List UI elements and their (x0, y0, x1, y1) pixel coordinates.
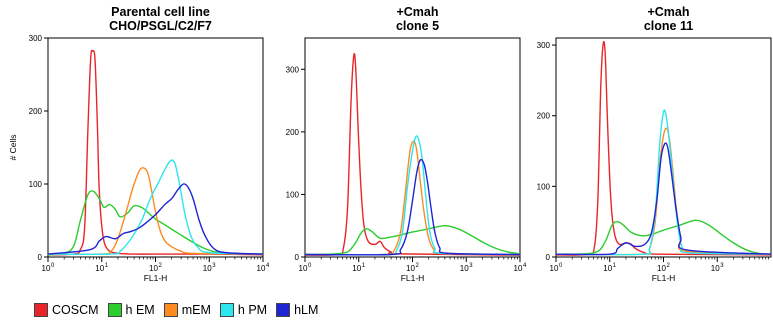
y-tick-label: 300 (286, 65, 300, 74)
y-tick-label: 0 (295, 253, 300, 262)
legend-item-mem: mEM (163, 303, 211, 317)
legend-label: COSCM (52, 303, 99, 317)
y-tick-label: 0 (38, 253, 43, 262)
x-tick-label: 10 (149, 264, 158, 273)
x-tick-exponent: 3 (720, 263, 724, 269)
legend-swatch (276, 303, 291, 317)
legend-item-h-pm: h PM (219, 303, 268, 317)
chart-title-line-1: +Cmah (647, 5, 689, 19)
x-tick-exponent: 3 (469, 263, 473, 269)
x-tick-label: 10 (460, 264, 469, 273)
chart-title-line-1: +Cmah (396, 5, 438, 19)
x-tick-exponent: 4 (523, 263, 527, 269)
x-tick-label: 10 (95, 264, 104, 273)
x-axis-label: FL1-H (144, 273, 168, 283)
x-tick-label: 10 (603, 264, 612, 273)
series-line-mem (304, 140, 521, 256)
x-tick-label: 10 (42, 264, 51, 273)
y-axis-label: # Cells (8, 135, 18, 161)
x-tick-label: 10 (352, 264, 361, 273)
series-line-h-em (47, 190, 264, 256)
legend: COSCM h EM mEM h PM hLM (34, 300, 318, 320)
x-tick-exponent: 3 (212, 263, 216, 269)
series-line-coscm (47, 49, 264, 256)
y-tick-label: 100 (286, 190, 300, 199)
series-line-hlm (304, 158, 521, 256)
legend-item-hlm: hLM (276, 303, 318, 317)
x-tick-label: 10 (514, 264, 523, 273)
series-line-coscm (304, 52, 521, 256)
x-tick-exponent: 0 (308, 263, 312, 269)
legend-swatch (163, 303, 178, 317)
y-tick-label: 0 (546, 253, 551, 262)
x-tick-label: 10 (711, 264, 720, 273)
legend-label: h PM (237, 303, 268, 317)
x-tick-label: 10 (657, 264, 666, 273)
legend-item-coscm: COSCM (34, 303, 99, 317)
series-line-hlm (47, 183, 264, 255)
histogram-panel-1: Parental cell lineCHO/PSGL/C2/F701002003… (8, 5, 270, 283)
y-tick-label: 100 (29, 180, 43, 189)
y-tick-label: 100 (537, 182, 551, 191)
x-tick-exponent: 2 (416, 263, 420, 269)
x-tick-label: 10 (203, 264, 212, 273)
x-axis-label: FL1-H (652, 273, 676, 283)
x-tick-exponent: 2 (159, 263, 163, 269)
x-tick-exponent: 1 (613, 263, 617, 269)
x-tick-label: 10 (550, 264, 559, 273)
y-tick-label: 200 (537, 112, 551, 121)
legend-item-h-em: h EM (107, 303, 155, 317)
y-tick-label: 300 (29, 34, 43, 43)
x-tick-exponent: 0 (51, 263, 55, 269)
plot-frame (47, 37, 264, 258)
series-line-hlm (555, 142, 772, 256)
x-axis-label: FL1-H (401, 273, 425, 283)
x-tick-exponent: 4 (266, 263, 270, 269)
legend-swatch (107, 303, 122, 317)
x-tick-label: 10 (406, 264, 415, 273)
series-line-h-pm (304, 135, 521, 256)
series-line-h-pm (47, 159, 264, 255)
x-tick-exponent: 1 (105, 263, 109, 269)
x-tick-label: 10 (257, 264, 266, 273)
chart-title-line-2: clone 5 (396, 19, 439, 33)
chart-title-line-2: CHO/PSGL/C2/F7 (109, 19, 212, 33)
x-tick-exponent: 1 (362, 263, 366, 269)
legend-label: hLM (294, 303, 319, 317)
chart-title-line-2: clone 11 (644, 19, 693, 33)
y-tick-label: 200 (286, 128, 300, 137)
x-tick-label: 10 (299, 264, 308, 273)
series-line-h-em (555, 219, 772, 255)
series-line-mem (47, 167, 264, 255)
legend-swatch (34, 303, 48, 317)
legend-label: mEM (181, 303, 211, 317)
chart-title-line-1: Parental cell line (111, 5, 210, 19)
legend-swatch (219, 303, 234, 317)
x-tick-exponent: 0 (559, 263, 563, 269)
series-line-coscm (555, 40, 772, 256)
series-line-h-em (304, 225, 521, 256)
series-line-h-pm (555, 109, 772, 256)
y-tick-label: 200 (29, 107, 43, 116)
y-tick-label: 300 (537, 41, 551, 50)
legend-label: h EM (125, 303, 155, 317)
x-tick-exponent: 2 (667, 263, 671, 269)
